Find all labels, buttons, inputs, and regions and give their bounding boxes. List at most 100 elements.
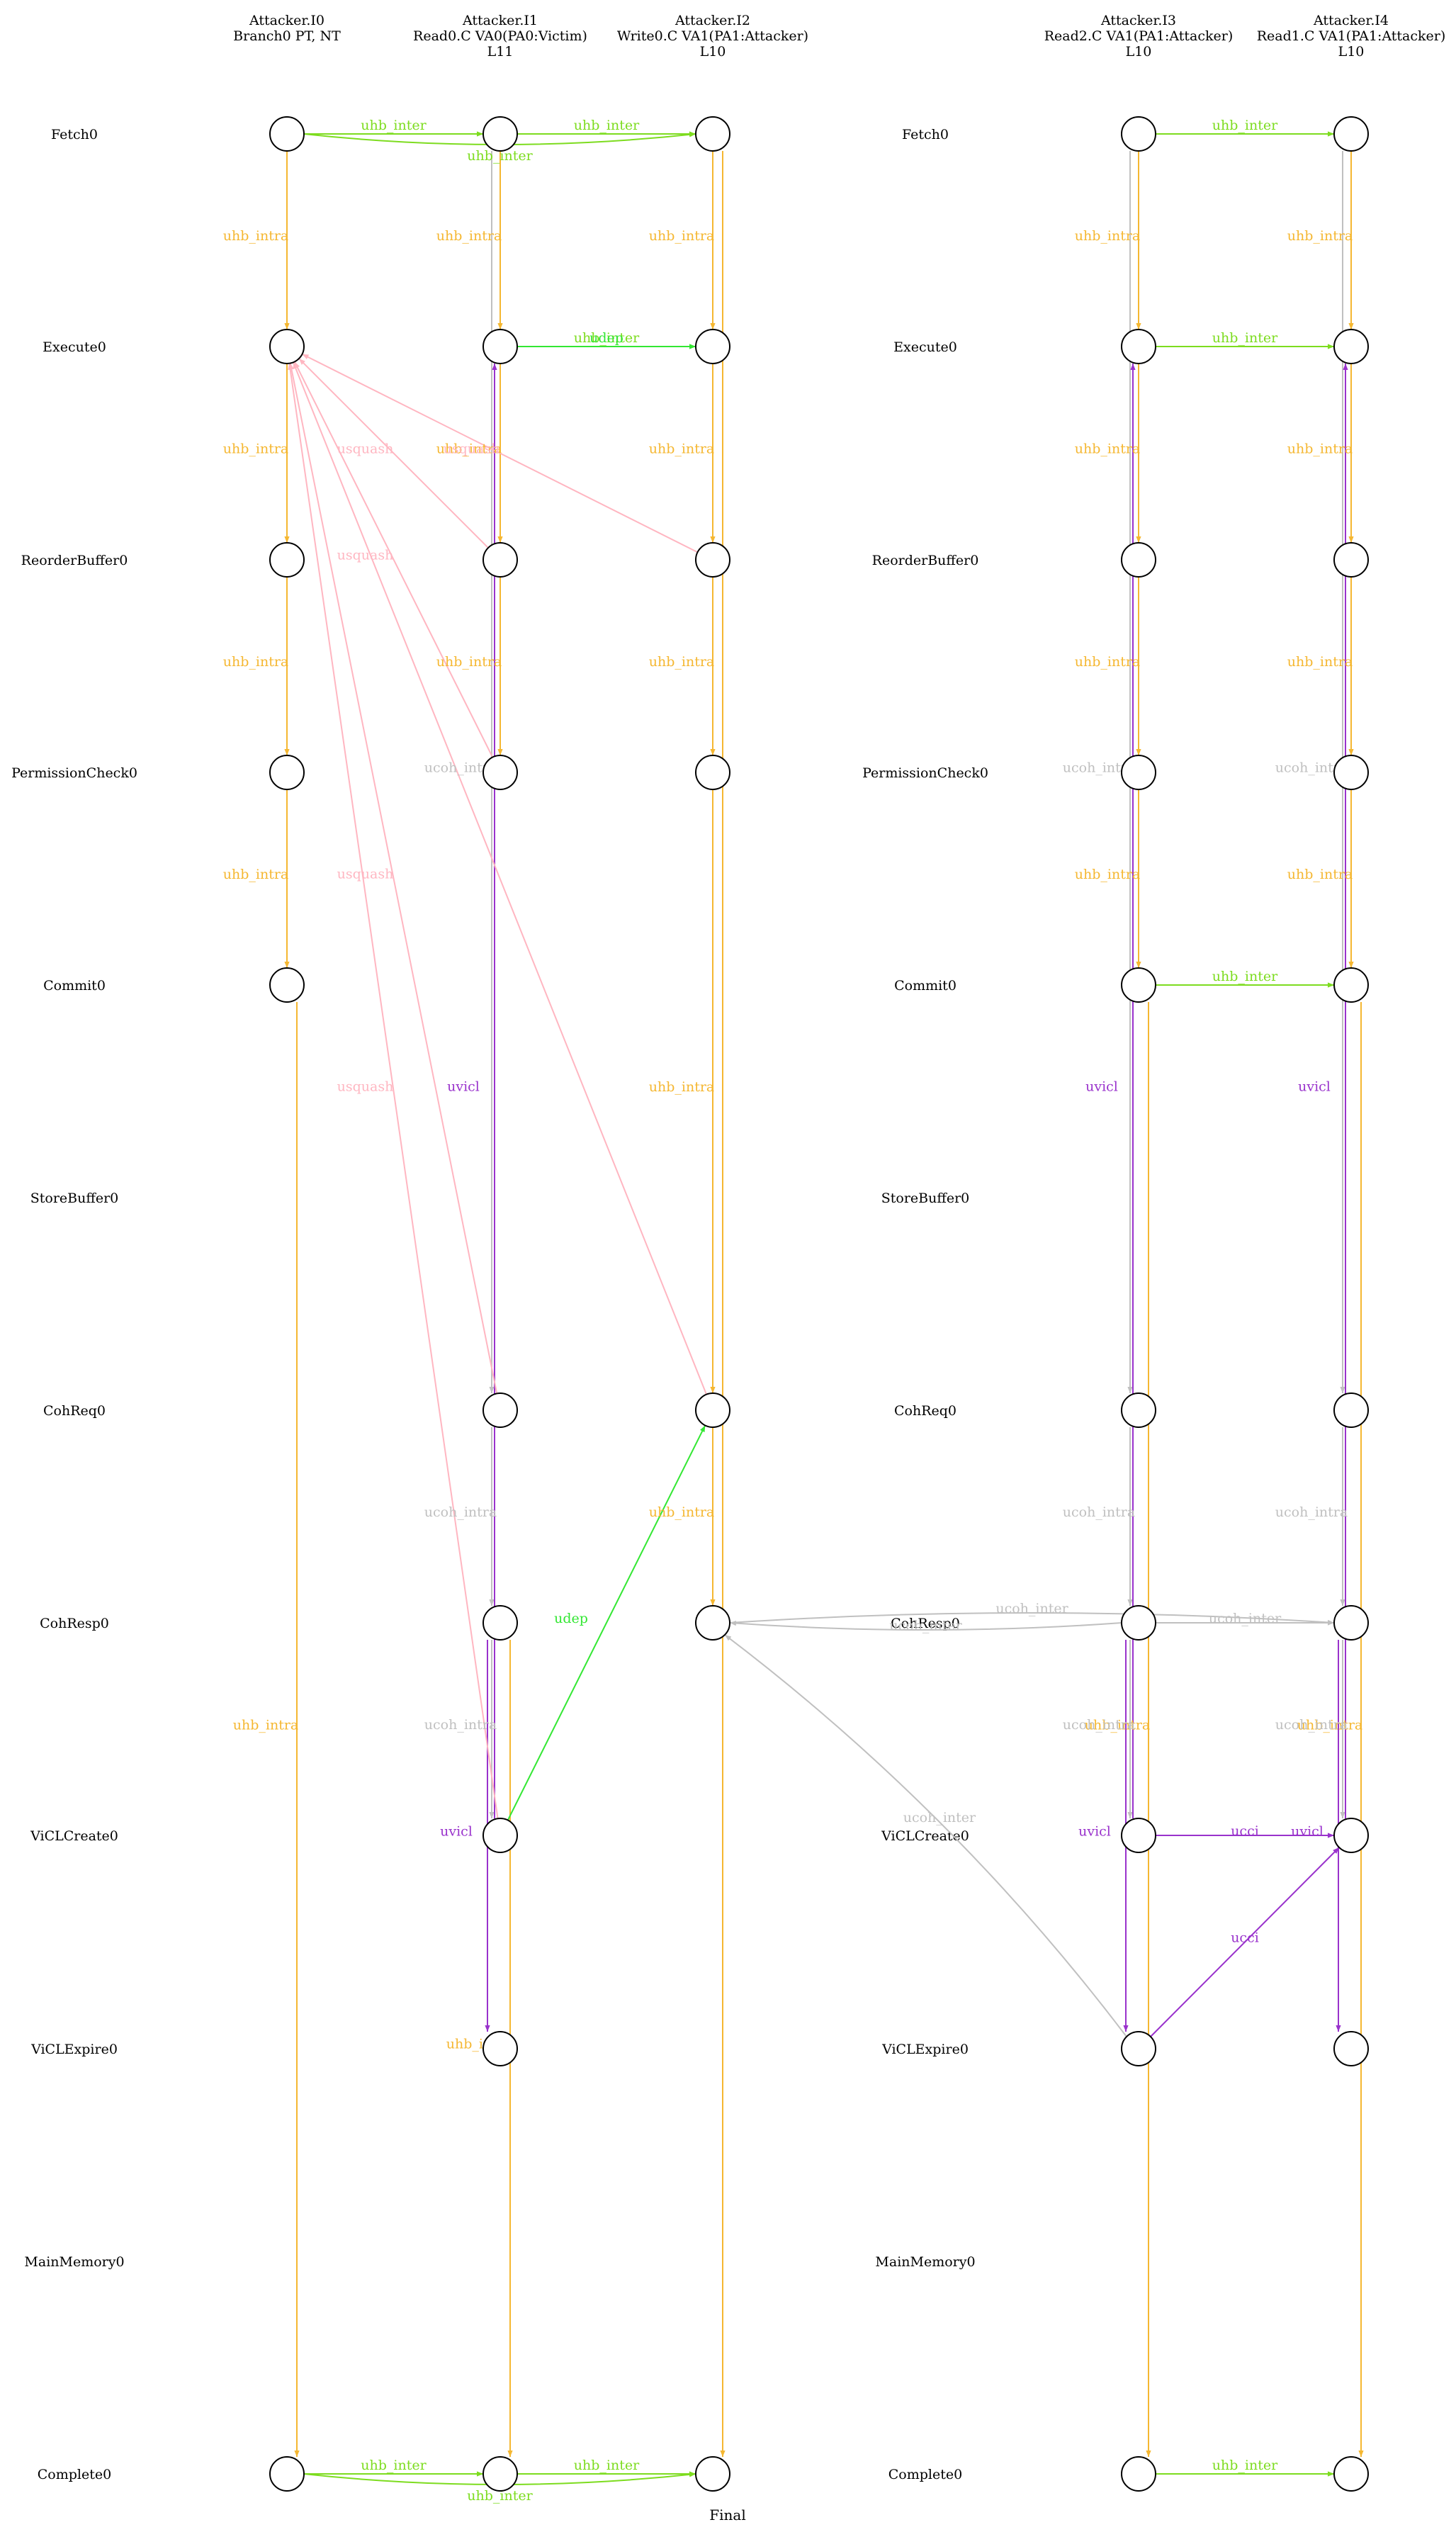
column-header-line: Attacker.I4 <box>1313 13 1389 28</box>
edge-label-uhb-intra: uhb_intra <box>1287 867 1353 882</box>
row-label-viclexpire0-left: ViCLExpire0 <box>30 2042 118 2057</box>
node-c1-viclexpire0 <box>482 2031 518 2066</box>
edges <box>284 131 1364 2485</box>
column-header-line: Attacker.I2 <box>675 13 750 28</box>
row-label-commit0-right: Commit0 <box>894 978 956 994</box>
row-label-cohreq0-left: CohReq0 <box>43 1403 106 1419</box>
edge-label-uhb-intra: uhb_intra <box>436 441 502 457</box>
node-c0-complete0 <box>269 2456 305 2492</box>
column-header-line: Attacker.I3 <box>1100 13 1176 28</box>
edge-label-uhb-inter: uhb_inter <box>1212 969 1278 984</box>
edge-label-uhb-inter: uhb_inter <box>361 2458 427 2473</box>
row-labels: Fetch0 Fetch0 Execute0 Execute0 ReorderBuffe… <box>11 127 988 2482</box>
node-c3-cohresp0 <box>1121 1605 1156 1641</box>
node-c4-execute0 <box>1333 329 1369 364</box>
node-c1-cohresp0 <box>482 1605 518 1641</box>
edge-usquash <box>298 358 489 548</box>
edge-uvicl <box>1150 1847 1340 2037</box>
edge-label-uhb-inter: uhb_inter <box>1212 330 1278 346</box>
nodes <box>269 116 1369 2492</box>
edge-label-uhb-inter: uhb_inter <box>467 2488 533 2504</box>
node-c2-permissioncheck0 <box>695 755 730 790</box>
column-header-line: Read1.C VA1(PA1:Attacker) <box>1257 28 1446 44</box>
edge-label-uhb-inter: uhb_inter <box>1212 2458 1278 2473</box>
edge-label-uvicl: uvicl <box>1078 1824 1111 1840</box>
edge-label-usquash: usquash <box>337 441 394 457</box>
edge-label-uhb-inter: uhb_inter <box>574 2458 640 2473</box>
footer-label: Final <box>709 2506 745 2523</box>
node-c4-viclexpire0 <box>1333 2031 1369 2066</box>
edge-usquash <box>288 363 498 1394</box>
edge-usquash <box>288 363 499 1819</box>
node-c2-fetch0 <box>695 116 730 152</box>
edge-label-uhb-intra: uhb_intra <box>1287 228 1353 244</box>
row-label-permissioncheck0-right: PermissionCheck0 <box>862 765 988 781</box>
edge-usquash <box>302 353 698 553</box>
row-label-viclcreate0-right: ViCLCreate0 <box>881 1828 969 1844</box>
node-c3-reorderbuffer0 <box>1121 542 1156 578</box>
node-c0-reorderbuffer0 <box>269 542 305 578</box>
node-c1-cohreq0 <box>482 1392 518 1428</box>
node-c3-execute0 <box>1121 329 1156 364</box>
edge-label-uhb-inter: uhb_inter <box>361 118 427 133</box>
node-c4-complete0 <box>1333 2456 1369 2492</box>
row-label-storebuffer0-left: StoreBuffer0 <box>30 1191 119 1206</box>
row-label-complete0-right: Complete0 <box>888 2467 962 2482</box>
edge-label-uhb-intra: uhb_intra <box>649 654 715 670</box>
edge-label-ucoh: ucoh_inter <box>995 1601 1068 1616</box>
edge-label-uhb-intra: uhb_intra <box>1287 441 1353 457</box>
edge-label-uhb-intra: uhb_intra <box>223 228 289 244</box>
node-c1-complete0 <box>482 2456 518 2492</box>
row-label-fetch0-right: Fetch0 <box>902 127 949 142</box>
edge-label-uhb-intra: uhb_intra <box>1075 867 1141 882</box>
edge-label-udep: udep <box>554 1611 588 1626</box>
row-label-mainmemory0-left: MainMemory0 <box>24 2254 124 2270</box>
edge-labels: uhb_intra uhb_intra uhb_intra uhb_intra uhb_… <box>223 118 1363 2504</box>
node-c4-cohreq0 <box>1333 1392 1369 1428</box>
edge-label-ucoh: ucoh_inter <box>889 1618 962 1633</box>
column-header-line: L10 <box>700 44 726 60</box>
edge-label-uhb-intra: uhb_intra <box>649 228 715 244</box>
edge-ucoh <box>729 1621 1122 1631</box>
edge-udep <box>507 1425 706 1821</box>
edge-label-ucoh: ucoh_intra <box>424 1504 497 1520</box>
node-c4-fetch0 <box>1333 116 1369 152</box>
row-label-execute0-right: Execute0 <box>893 339 957 355</box>
row-label-fetch0-left: Fetch0 <box>51 127 98 142</box>
edge-label-uvicl: ucci <box>1231 1930 1259 1946</box>
edge-label-uvicl: uvicl <box>1085 1079 1118 1095</box>
column-header-line: L10 <box>1126 44 1152 60</box>
edge-label-uvicl: ucci <box>1231 1823 1259 1839</box>
row-label-commit0-left: Commit0 <box>43 978 106 994</box>
edge-label-uhb-intra: uhb_intra <box>1085 1718 1151 1733</box>
column-header-line: Attacker.I0 <box>249 13 325 28</box>
node-c2-cohreq0 <box>695 1392 730 1428</box>
node-c0-fetch0 <box>269 116 305 152</box>
row-label-mainmemory0-right: MainMemory0 <box>875 2254 975 2270</box>
row-label-reorderbuffer0-right: ReorderBuffer0 <box>872 553 979 568</box>
edge-label-usquash: usquash <box>444 441 500 457</box>
node-c1-reorderbuffer0 <box>482 542 518 578</box>
edge-label-uhb-intra: uhb_intra <box>649 441 715 457</box>
edge-label-uhb-intra: uhb_intra <box>1075 441 1141 457</box>
edge-label-uhb-intra: uhb_intra <box>436 654 502 670</box>
row-label-complete0-left: Complete0 <box>38 2467 111 2482</box>
edge-label-ucoh: ucoh_intra <box>1275 1504 1348 1520</box>
edge-ucoh <box>729 1612 1335 1626</box>
column-header-line: Read0.C VA0(PA0:Victim) <box>413 28 587 44</box>
row-label-cohresp0-left: CohResp0 <box>40 1616 109 1631</box>
edge-label-uhb-intra: uhb_intra <box>223 867 289 882</box>
edge-label-uvicl: uvicl <box>447 1079 480 1095</box>
row-label-execute0-left: Execute0 <box>43 339 106 355</box>
node-c1-viclcreate0 <box>482 1818 518 1853</box>
node-c1-fetch0 <box>482 116 518 152</box>
edge-label-uhb-intra: uhb_intra <box>1287 654 1353 670</box>
edge-label-uhb-inter: uhb_inter <box>574 330 640 346</box>
edge-label-uhb-intra: uhb_intra <box>233 1718 299 1733</box>
edge-label-ucoh: ucoh_intra <box>1275 760 1348 776</box>
node-c3-commit0 <box>1121 967 1156 1003</box>
